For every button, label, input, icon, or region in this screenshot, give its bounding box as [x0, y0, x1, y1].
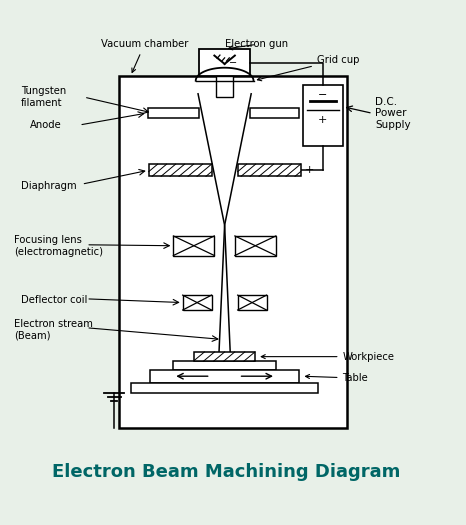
Bar [173, 236, 214, 256]
Text: Deflector coil: Deflector coil [21, 295, 87, 305]
Text: Vacuum chamber: Vacuum chamber [101, 39, 188, 72]
Bar [183, 295, 212, 310]
Bar [216, 76, 233, 97]
Text: D.C.
Power
Supply: D.C. Power Supply [375, 97, 411, 130]
Text: Table: Table [306, 373, 368, 383]
Text: +: + [318, 114, 328, 124]
Text: Anode: Anode [30, 120, 62, 130]
Bar [250, 108, 299, 118]
Text: Grid cup: Grid cup [257, 55, 359, 81]
Text: Electron Beam Machining Diagram: Electron Beam Machining Diagram [52, 463, 400, 481]
Bar [238, 295, 267, 310]
Bar [148, 108, 199, 118]
Bar [131, 383, 318, 393]
Text: Electron gun: Electron gun [225, 39, 288, 50]
Bar [173, 361, 276, 370]
Text: Workpiece: Workpiece [261, 352, 395, 362]
Bar [149, 164, 212, 176]
FancyBboxPatch shape [0, 25, 466, 500]
Text: Electron stream
(Beam): Electron stream (Beam) [14, 319, 93, 341]
Text: +: + [305, 165, 315, 175]
Text: Diaphragm: Diaphragm [21, 181, 76, 191]
Text: −: − [229, 58, 237, 68]
Bar [303, 86, 343, 146]
Bar [119, 76, 347, 428]
Bar [238, 164, 301, 176]
Bar [199, 49, 250, 76]
Bar [150, 370, 299, 383]
Text: Focusing lens
(electromagnetic): Focusing lens (electromagnetic) [14, 235, 103, 257]
Text: Tungsten
filament: Tungsten filament [21, 86, 66, 108]
Bar [235, 236, 276, 256]
Text: −: − [318, 90, 328, 100]
Bar [194, 352, 255, 361]
